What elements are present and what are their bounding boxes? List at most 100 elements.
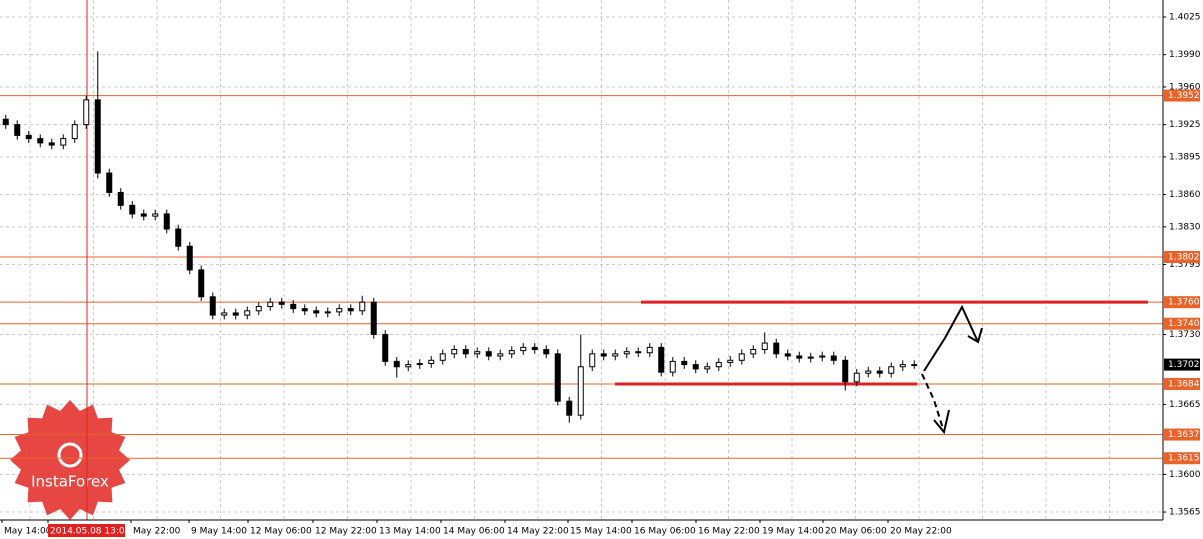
y-tick-label: 1.3730 bbox=[1169, 330, 1201, 340]
candle-body bbox=[773, 342, 780, 355]
candle-body bbox=[186, 245, 193, 271]
x-tick-label: 16 May 22:00 bbox=[698, 527, 760, 537]
y-tick-label: 1.3895 bbox=[1169, 152, 1201, 162]
candle-body bbox=[278, 301, 285, 305]
y-tick-label: 1.3795 bbox=[1169, 260, 1201, 270]
logo-badge bbox=[10, 400, 130, 520]
x-tick-label: 2014.05.08 13:00 bbox=[50, 527, 131, 537]
candle-body bbox=[508, 350, 515, 355]
x-tick-label: 20 May 22:00 bbox=[890, 527, 952, 537]
candle-body bbox=[715, 361, 722, 368]
candle-body bbox=[876, 370, 883, 374]
x-tick-label: May 14:00 bbox=[4, 527, 52, 537]
y-tick-label: 1.3960 bbox=[1169, 82, 1201, 92]
candle-body bbox=[761, 342, 768, 351]
candle-body bbox=[612, 353, 619, 357]
candle-body bbox=[911, 364, 918, 367]
level-label: 1.3802 bbox=[1168, 252, 1200, 262]
arrow-head bbox=[967, 327, 983, 344]
candle-body bbox=[117, 191, 124, 206]
candles bbox=[2, 51, 918, 423]
candle-body bbox=[313, 310, 320, 314]
candle-body bbox=[830, 355, 837, 361]
candle-body bbox=[25, 134, 32, 140]
candle-body bbox=[865, 370, 872, 374]
candle-body bbox=[589, 353, 596, 368]
y-tick-label: 1.3860 bbox=[1169, 190, 1201, 200]
candle-body bbox=[428, 359, 435, 365]
candle-body bbox=[819, 355, 826, 358]
y-tick-label: 1.3665 bbox=[1169, 400, 1201, 410]
candle-body bbox=[267, 301, 274, 307]
candle-body bbox=[727, 359, 734, 363]
candle-body bbox=[48, 142, 55, 146]
x-tick-label: 14 May 22:00 bbox=[507, 527, 569, 537]
candle-body bbox=[37, 138, 44, 144]
candle-body bbox=[405, 364, 412, 368]
candle-body bbox=[474, 351, 481, 355]
x-tick-label: 19 May 14:00 bbox=[762, 527, 824, 537]
candle-body bbox=[244, 310, 251, 316]
y-tick-label: 1.3830 bbox=[1169, 222, 1201, 232]
axis-labels: 1.4025 1.3990 1.3960 1.3925 1.3895 1.3860 1.38… bbox=[1, 13, 1201, 537]
candle-body bbox=[692, 364, 699, 370]
candle-body bbox=[221, 312, 228, 316]
candle-body bbox=[175, 228, 182, 247]
y-tick-label: 1.3990 bbox=[1169, 50, 1201, 60]
candle-body bbox=[485, 351, 492, 357]
candle-body bbox=[577, 366, 584, 416]
candle-body bbox=[646, 346, 653, 354]
y-tick-label: 1.3925 bbox=[1169, 120, 1201, 130]
candle-body bbox=[520, 346, 527, 352]
candle-body bbox=[232, 312, 239, 316]
y-tick-label: 1.4025 bbox=[1169, 13, 1201, 23]
candle-body bbox=[888, 366, 895, 374]
level-label-box bbox=[1164, 377, 1200, 390]
level-label-box bbox=[1164, 250, 1200, 263]
x-tick-label: 20 May 06:00 bbox=[825, 527, 887, 537]
candle-body bbox=[635, 351, 642, 354]
level-label-box bbox=[1164, 452, 1200, 465]
candle-body bbox=[359, 301, 366, 312]
candle-body bbox=[83, 99, 90, 126]
crosshair-label-box bbox=[48, 524, 125, 537]
x-tick-label: 14 May 06:00 bbox=[443, 527, 505, 537]
level-label-box bbox=[1164, 89, 1200, 102]
forecast-up bbox=[923, 304, 979, 372]
x-tick-label: 9 May 14:00 bbox=[191, 527, 247, 537]
candle-body bbox=[290, 303, 297, 310]
candle-body bbox=[623, 351, 630, 355]
candle-body bbox=[393, 360, 400, 368]
candle-body bbox=[336, 308, 343, 313]
forecast-arrows bbox=[921, 304, 983, 435]
last-price-box bbox=[1164, 358, 1200, 371]
level-label-box bbox=[1164, 428, 1200, 441]
candle-body bbox=[60, 138, 67, 146]
candle-body bbox=[750, 349, 757, 355]
candle-body bbox=[462, 349, 469, 355]
candle-body bbox=[669, 360, 676, 373]
candle-body bbox=[704, 366, 711, 370]
candle-body bbox=[71, 124, 78, 140]
candle-body bbox=[497, 353, 504, 357]
candle-body bbox=[451, 349, 458, 355]
x-tick-label: 12 May 22:00 bbox=[315, 527, 377, 537]
x-tick-label: 12 May 06:00 bbox=[250, 527, 312, 537]
y-tick-label: 1.3600 bbox=[1169, 470, 1201, 480]
candle-body bbox=[255, 305, 262, 312]
forecast-down bbox=[921, 373, 945, 433]
candle-body bbox=[899, 364, 906, 368]
level-label-box bbox=[1164, 296, 1200, 309]
candle-body bbox=[658, 346, 665, 373]
candle-body bbox=[543, 349, 550, 355]
candle-body bbox=[784, 353, 791, 357]
level-label: 1.3740 bbox=[1168, 319, 1200, 329]
level-label-box bbox=[1164, 317, 1200, 330]
candle-body bbox=[94, 99, 101, 174]
candle-body bbox=[853, 372, 860, 383]
candle-body bbox=[106, 172, 113, 193]
arrow-head bbox=[933, 409, 950, 435]
x-tick-label: 15 May 14:00 bbox=[570, 527, 632, 537]
candle-body bbox=[796, 355, 803, 359]
